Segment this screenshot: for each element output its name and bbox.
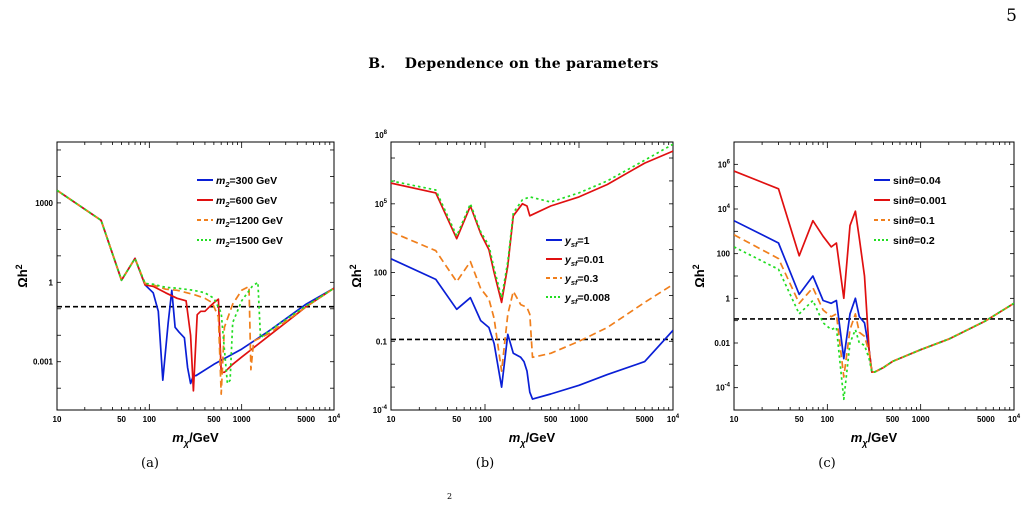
page-number: 5 [1006,6,1017,26]
legend-entry: ysf=0.008 [564,292,610,306]
series-group [391,143,673,400]
legend-entry: m2=1500 GeV [216,235,283,249]
y-tick-label: 106 [718,159,731,169]
x-tick-label: 50 [452,415,461,424]
legend-entry: sinθ=0.001 [893,195,947,207]
y-tick-label: 0.01 [714,339,730,348]
x-tick-label: 10 [53,415,62,424]
section-title: Dependence on the parameters [404,56,659,72]
series-line-3 [734,234,1014,378]
y-tick-label: 10-4 [373,405,388,415]
chart-panel-b: 10 50 100 500 1000 5000 104 10-4 0.1 100 105 108 mχ/… [348,130,680,448]
series-line-1 [391,258,673,400]
x-tick-label: 1000 [233,415,251,424]
series-line-1 [734,219,1014,373]
x-tick-label: 10 [730,415,739,424]
y-tick-label: 10-4 [716,383,731,393]
legend-entry: m2=1200 GeV [216,215,283,229]
chart-panel-c: 10 50 100 500 1000 5000 104 10-4 0.01 1 100 104 106 m… [691,141,1021,448]
x-tick-label: 5000 [297,415,315,424]
footer-fragment: 2 [447,492,453,501]
caption-a: (a) [141,456,159,471]
series-line-4 [391,143,673,299]
x-tick-label: 100 [821,415,835,424]
x-tick-label: 5000 [977,415,995,424]
x-tick-label: 1000 [912,415,930,424]
series-line-2 [734,170,1014,373]
y-axis-label: Ωh2 [348,264,364,287]
x-tick-label: 104 [328,414,341,424]
legend-entry: sinθ=0.04 [893,175,941,187]
series-line-4 [734,246,1014,401]
plot-frame [733,141,1015,411]
y-tick-label: 105 [375,199,388,209]
y-tick-label: 1000 [35,199,53,208]
x-tick-label: 1000 [570,415,588,424]
x-axis-label: mχ/GeV [851,430,898,448]
y-tick-label: 0.001 [33,358,54,367]
y-tick-label: 0.1 [376,337,388,346]
x-tick-label: 50 [117,415,126,424]
x-axis-label: mχ/GeV [172,430,219,448]
section-letter: B. [368,56,386,72]
y-tick-label: 108 [375,130,388,140]
x-tick-label: 104 [667,414,680,424]
caption-b: (b) [475,456,495,471]
plot-frame [390,141,674,411]
series-group [734,170,1014,401]
y-tick-label: 100 [717,250,731,259]
series-group [57,189,334,395]
section-heading: B. Dependence on the parameters [0,56,1027,72]
legend-entry: ysf=1 [564,235,590,249]
series-line-2 [391,150,673,304]
series-line-3 [391,231,673,372]
x-tick-label: 104 [1008,414,1021,424]
legend-entry: ysf=0.01 [564,254,604,268]
x-tick-label: 5000 [636,415,654,424]
y-tick-label: 1 [726,294,731,303]
y-tick-label: 100 [374,269,388,278]
legend-entry: ysf=0.3 [564,273,598,287]
y-tick-label: 104 [718,204,731,214]
x-axis-label: mχ/GeV [509,430,556,448]
chart-panel-a: 10 50 100 500 1000 5000 104 0.001 1 1000 mχ/GeV Ωh2… [14,141,341,448]
x-tick-label: 100 [143,415,157,424]
series-line-4 [57,189,334,385]
x-tick-label: 10 [387,415,396,424]
x-tick-label: 500 [207,415,221,424]
y-axis-label: Ωh2 [14,264,30,287]
legend-entry: sinθ=0.2 [893,235,935,247]
caption-c: (c) [818,456,836,471]
x-tick-label: 50 [795,415,804,424]
x-tick-label: 500 [886,415,900,424]
legend-entry: m2=600 GeV [216,195,277,209]
y-tick-label: 1 [49,278,54,287]
legend-entry: sinθ=0.1 [893,215,935,227]
legend-entry: m2=300 GeV [216,175,277,189]
plot-frame [56,141,335,411]
x-tick-label: 500 [544,415,558,424]
x-tick-label: 100 [478,415,492,424]
figure-panels: 10 50 100 500 1000 5000 104 0.001 1 1000 mχ/GeV Ωh2… [14,130,1021,448]
y-axis-label: Ωh2 [691,264,707,287]
